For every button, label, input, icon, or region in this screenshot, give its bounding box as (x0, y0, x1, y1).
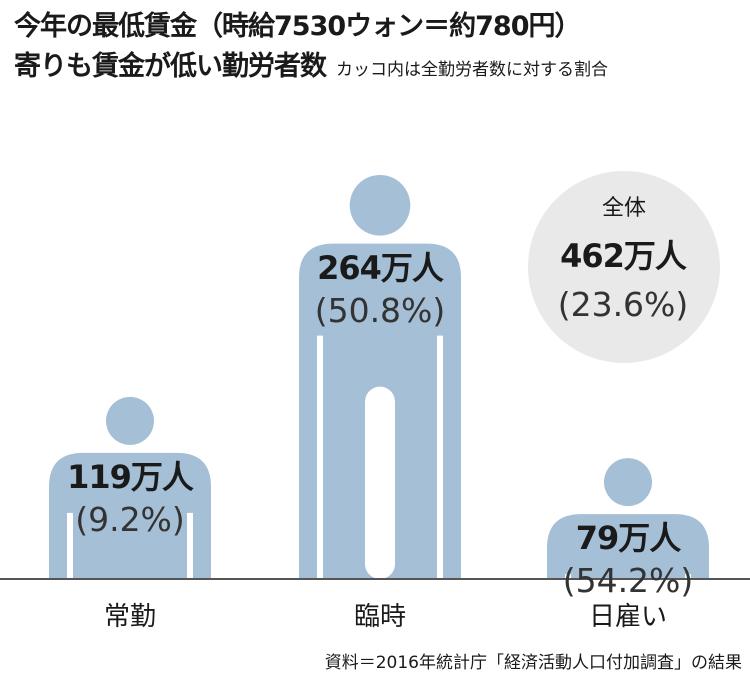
source-note: 資料＝2016年統計庁「経済活動人口付加調査」の結果 (324, 653, 742, 673)
value-label-1: 264万人 (317, 248, 444, 287)
total-label: 全体 (601, 196, 646, 221)
arm-gap-0-0 (67, 512, 73, 579)
chart-note: カッコ内は全勤労者数に対する割合 (336, 60, 608, 80)
person-head-2 (604, 458, 652, 507)
person-head-0 (106, 396, 154, 445)
chart-title-line2: 寄りも賃金が低い勤労者数 カッコ内は全勤労者数に対する割合 (14, 50, 608, 87)
chart-title-line1: 今年の最低賃金（時給7530ウォン＝約780円） (14, 11, 582, 42)
category-label-0: 常勤 (103, 602, 156, 632)
percent-label-0: (9.2%) (75, 499, 185, 539)
value-label-2: 79万人 (575, 519, 682, 558)
total-percent-label: (23.6%) (557, 285, 689, 324)
percent-label-2: (54.2%) (562, 561, 694, 601)
total-value-label: 462万人 (560, 237, 687, 275)
chart-title-text: 寄りも賃金が低い勤労者数 (14, 51, 327, 82)
value-label-0: 119万人 (67, 457, 194, 496)
percent-label-1: (50.8%) (314, 290, 446, 330)
arm-gap-1-0 (317, 335, 323, 579)
person-icons (49, 175, 709, 579)
arm-gap-1-1 (437, 335, 443, 579)
arm-gap-0-1 (187, 512, 193, 579)
category-label-1: 臨時 (353, 602, 406, 632)
category-label-2: 日雇い (588, 602, 667, 632)
leg-gap-1 (365, 386, 395, 579)
total-circle (528, 171, 720, 363)
arm-gap-2-1 (685, 574, 691, 579)
person-head-1 (349, 175, 411, 236)
arm-gap-2-0 (565, 574, 571, 579)
person-body-2 (547, 514, 709, 579)
person-body-0 (49, 452, 211, 579)
